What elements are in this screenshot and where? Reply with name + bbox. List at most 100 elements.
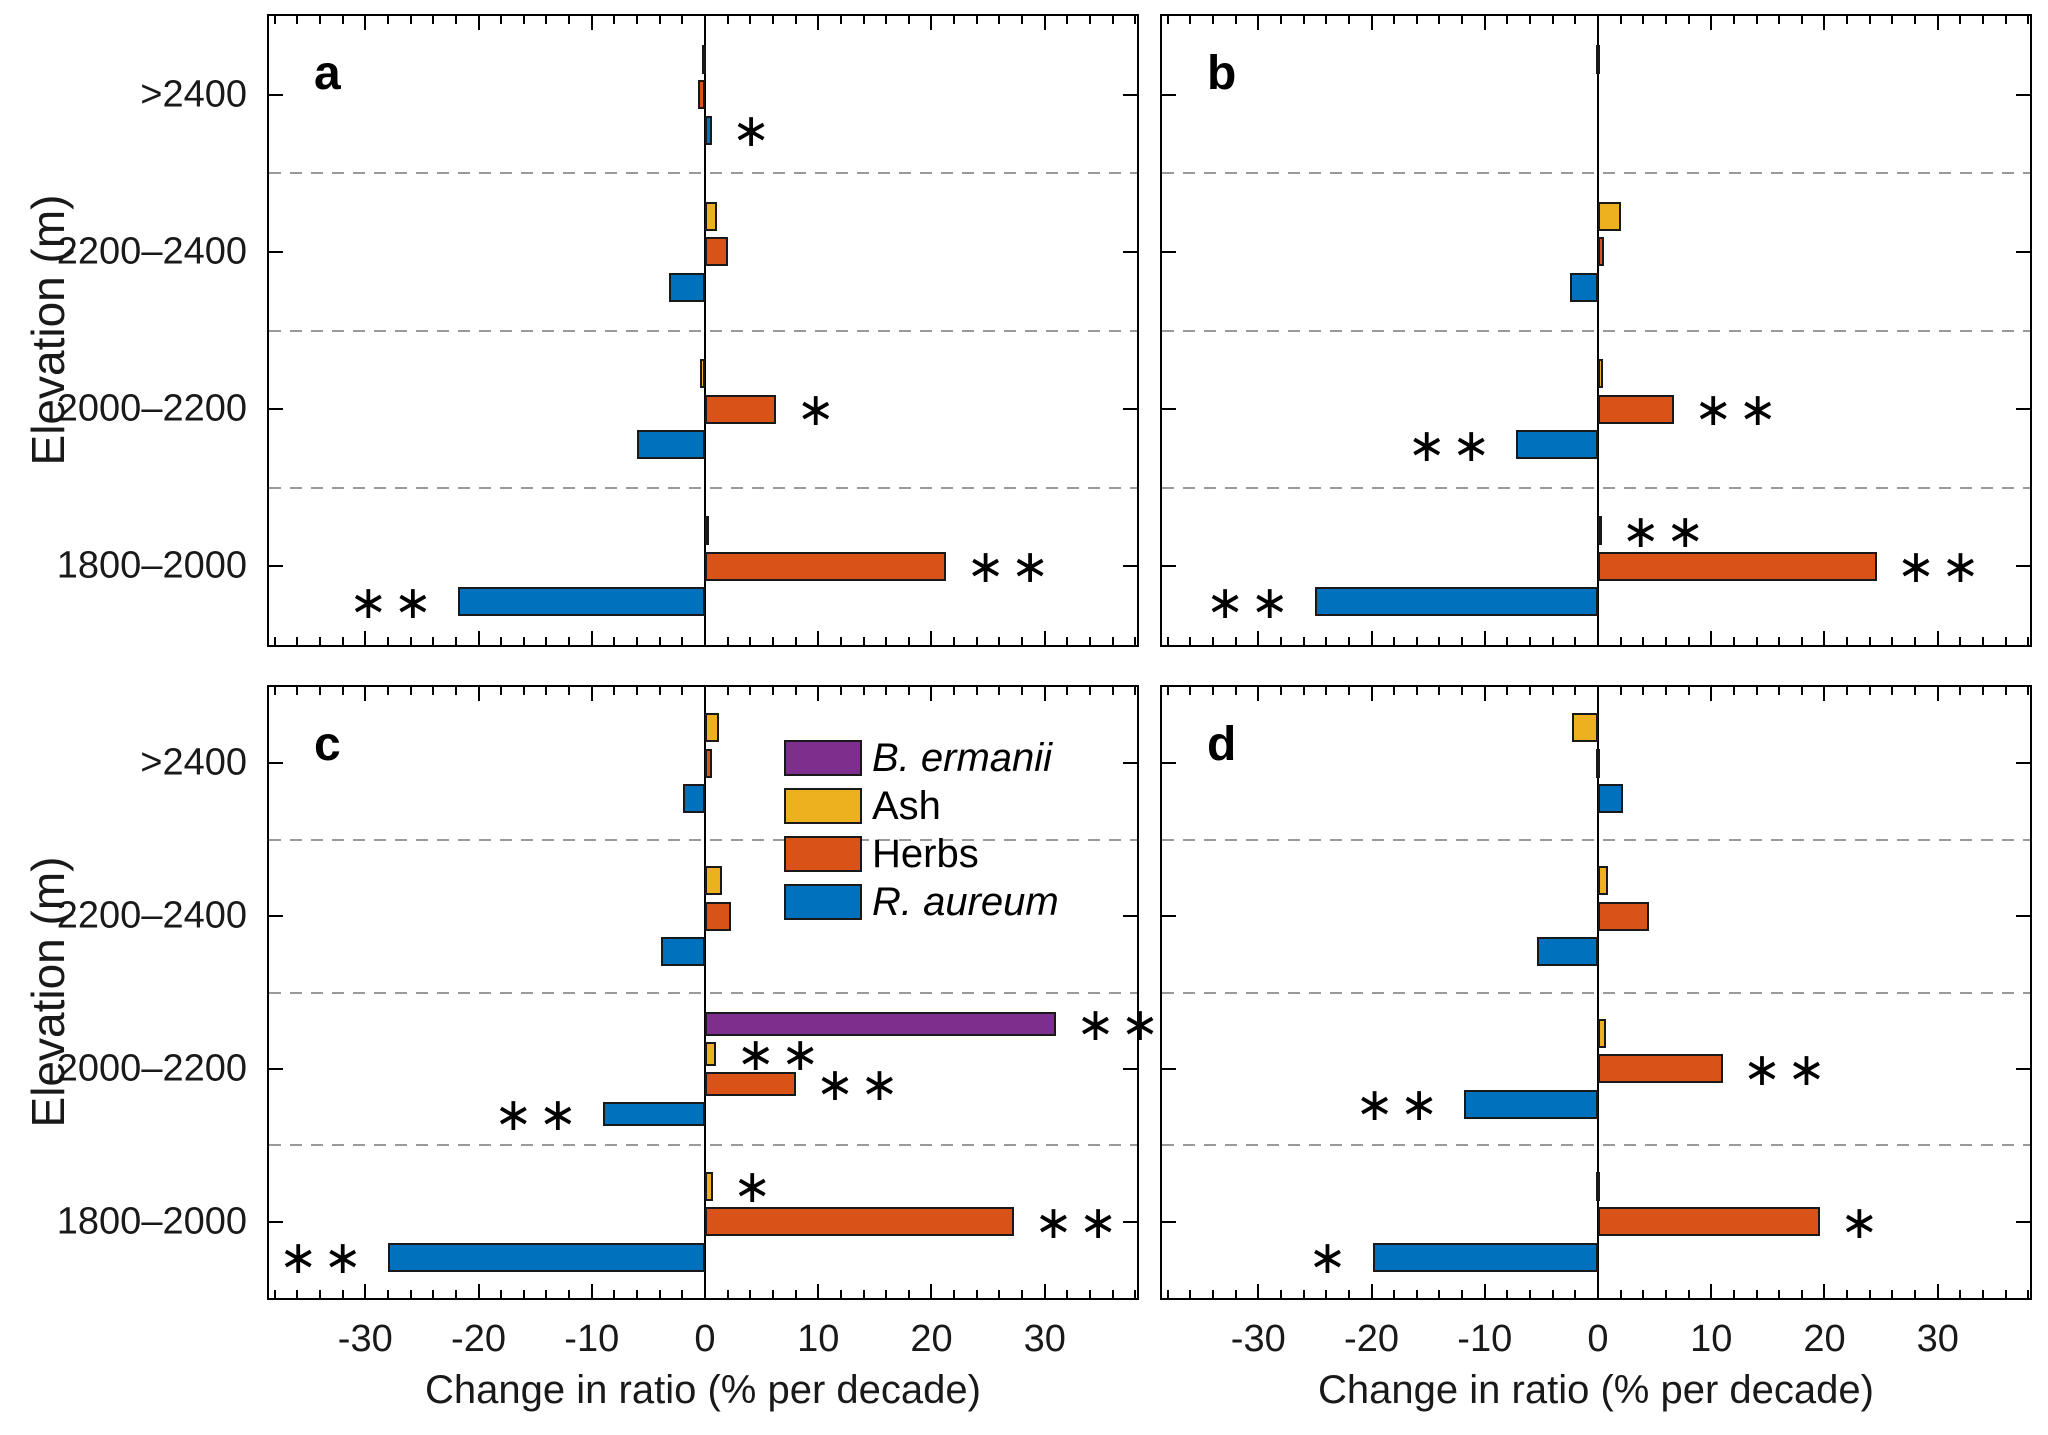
x-minor-tick <box>341 1290 344 1298</box>
x-minor-tick <box>1846 637 1849 645</box>
bar-ash <box>1596 44 1600 74</box>
x-minor-tick <box>1066 16 1069 24</box>
y-tick <box>1162 1220 1176 1223</box>
x-major-tick <box>364 16 367 30</box>
bar-r-aureum <box>387 1242 705 1272</box>
bar-herbs <box>705 394 777 424</box>
x-major-tick <box>930 687 933 701</box>
bar-ash <box>705 201 718 231</box>
legend-label-r-aureum: R. aureum <box>872 880 1059 924</box>
x-minor-tick <box>1279 1290 1282 1298</box>
x-axis-title-left: Change in ratio (% per decade) <box>425 1368 981 1412</box>
panel-b: b ∗∗ ∗∗ ∗∗ ∗∗ ∗∗ <box>1160 14 2032 647</box>
x-major-tick <box>590 687 593 701</box>
x-minor-tick <box>1506 687 1509 695</box>
x-minor-tick <box>1574 687 1577 695</box>
x-minor-tick <box>726 1290 729 1298</box>
significance-marker: ∗∗ <box>1621 503 1711 558</box>
x-minor-tick <box>1732 1290 1735 1298</box>
x-minor-tick <box>432 687 435 695</box>
x-major-tick <box>1370 16 1373 30</box>
x-minor-tick <box>1982 687 1985 695</box>
y-tick <box>1162 565 1176 568</box>
bar-r-aureum <box>1569 272 1598 302</box>
x-minor-tick <box>1755 1290 1758 1298</box>
x-minor-tick <box>1687 16 1690 24</box>
x-major-tick <box>817 687 820 701</box>
legend-item-ash: Ash <box>784 784 1144 828</box>
y-tick <box>269 565 283 568</box>
x-minor-tick <box>1914 1290 1917 1298</box>
x-minor-tick <box>1982 1290 1985 1298</box>
x-minor-tick <box>998 687 1001 695</box>
bar-ash <box>700 359 705 389</box>
x-tick-label: 30 <box>1023 1318 1066 1360</box>
x-minor-tick <box>273 687 276 695</box>
x-minor-tick <box>1021 1290 1024 1298</box>
x-minor-tick <box>1800 637 1803 645</box>
x-minor-tick <box>1529 16 1532 24</box>
y-tick <box>1162 1067 1176 1070</box>
x-tick-label: 20 <box>910 1318 953 1360</box>
x-minor-tick <box>341 16 344 24</box>
legend-swatch-herbs <box>784 836 862 872</box>
bar-herbs <box>705 551 947 581</box>
significance-marker: ∗∗ <box>349 574 439 629</box>
x-axis-title-right: Change in ratio (% per decade) <box>1318 1368 1874 1412</box>
x-major-tick <box>1483 1284 1486 1298</box>
x-minor-tick <box>1732 16 1735 24</box>
x-minor-tick <box>613 687 616 695</box>
x-minor-tick <box>953 637 956 645</box>
x-minor-tick <box>568 1290 571 1298</box>
bar-herbs <box>1596 748 1600 778</box>
x-major-tick <box>1370 1284 1373 1298</box>
x-minor-tick <box>2004 16 2007 24</box>
y-tick-label: >2400 <box>140 741 247 784</box>
x-minor-tick <box>1211 687 1214 695</box>
bar-herbs <box>705 901 732 931</box>
x-minor-tick <box>1846 1290 1849 1298</box>
x-minor-tick <box>885 16 888 24</box>
x-minor-tick <box>409 637 412 645</box>
x-minor-tick <box>1134 637 1137 645</box>
x-minor-tick <box>862 1290 865 1298</box>
x-minor-tick <box>454 687 457 695</box>
x-major-tick <box>1483 631 1486 645</box>
bar-ash <box>1598 1018 1606 1048</box>
x-minor-tick <box>862 687 865 695</box>
x-tick-label: 20 <box>1803 1318 1846 1360</box>
legend-item-herbs: Herbs <box>784 832 1144 876</box>
x-minor-tick <box>1959 687 1962 695</box>
x-minor-tick <box>568 687 571 695</box>
x-major-tick <box>1483 16 1486 30</box>
x-minor-tick <box>545 16 548 24</box>
x-minor-tick <box>318 637 321 645</box>
x-minor-tick <box>1914 687 1917 695</box>
x-minor-tick <box>998 16 1001 24</box>
x-minor-tick <box>500 1290 503 1298</box>
y-tick <box>2016 408 2030 411</box>
x-minor-tick <box>1302 687 1305 695</box>
x-minor-tick <box>2027 637 2030 645</box>
x-minor-tick <box>1325 16 1328 24</box>
x-major-tick <box>1597 16 1599 30</box>
x-minor-tick <box>749 687 752 695</box>
x-minor-tick <box>545 687 548 695</box>
y-tick <box>1162 250 1176 253</box>
y-tick <box>1162 93 1176 96</box>
x-major-tick <box>590 16 593 30</box>
x-minor-tick <box>2004 1290 2007 1298</box>
bar-herbs <box>705 1207 1015 1237</box>
x-minor-tick <box>454 637 457 645</box>
x-major-tick <box>704 1284 706 1298</box>
y-tick <box>269 93 283 96</box>
x-minor-tick <box>1393 637 1396 645</box>
x-minor-tick <box>432 637 435 645</box>
x-minor-tick <box>975 637 978 645</box>
bar-ash <box>1596 1171 1600 1201</box>
x-minor-tick <box>1415 637 1418 645</box>
significance-marker: ∗ <box>731 103 777 158</box>
x-major-tick <box>1043 1284 1046 1298</box>
bar-ash <box>1598 516 1602 546</box>
y-tick-label: 1800–2000 <box>56 1200 247 1243</box>
